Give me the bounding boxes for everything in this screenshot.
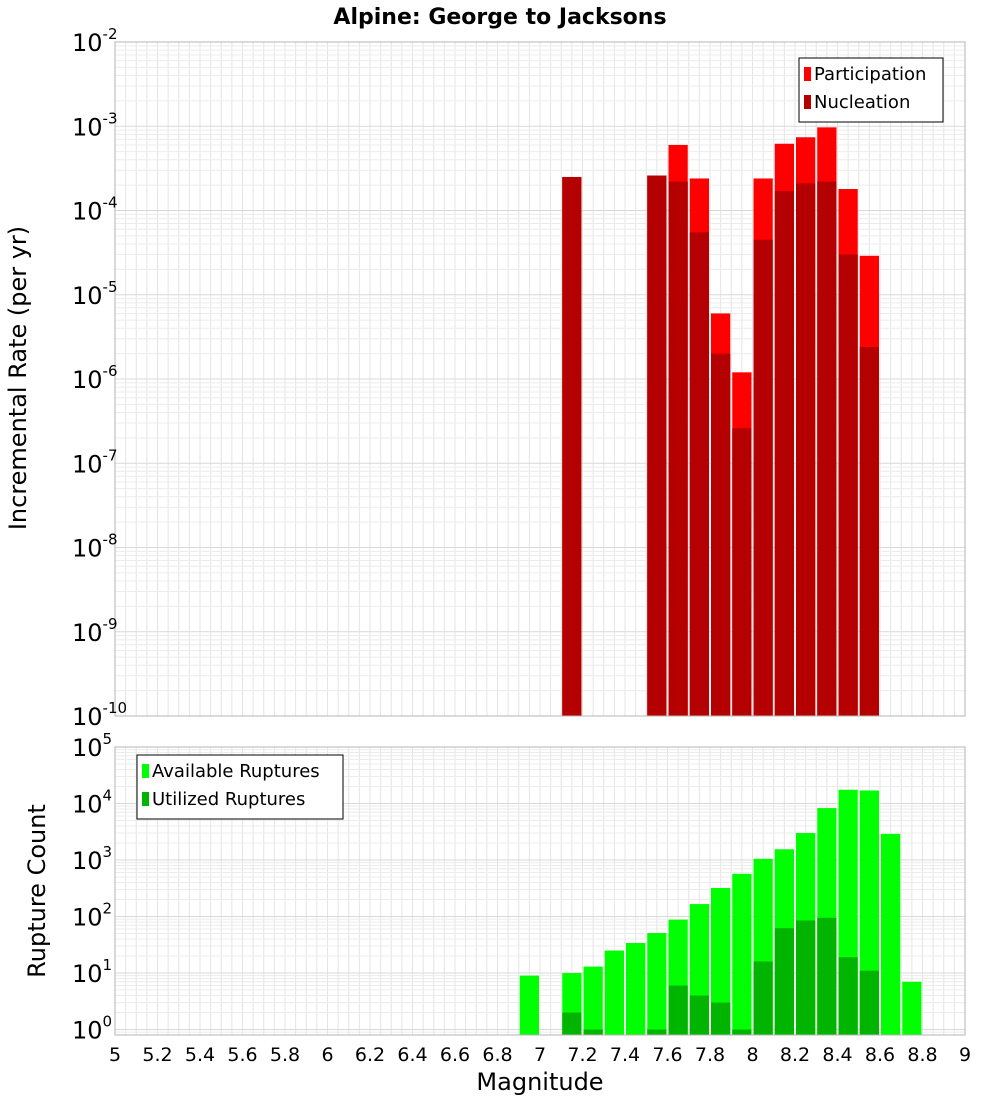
x-tick-label: 7.4 bbox=[610, 1044, 640, 1066]
bar-secondary bbox=[753, 239, 773, 716]
bar-primary bbox=[626, 942, 646, 1035]
bar-secondary bbox=[562, 1012, 582, 1035]
bar-secondary bbox=[817, 917, 837, 1035]
x-tick-labels: 5 5.2 5.4 5.6 5.8 6 6.2 6.4 6.6 6.8 7 7.2 7.4 7.6 7.8 8… bbox=[109, 1044, 971, 1066]
x-tick-label: 6 bbox=[321, 1044, 333, 1066]
y-tick-label: 10-8 bbox=[72, 531, 118, 563]
x-tick-label: 8 bbox=[746, 1044, 758, 1066]
bar-secondary bbox=[711, 1002, 731, 1035]
bar-secondary bbox=[668, 985, 688, 1035]
x-tick-label: 5.8 bbox=[270, 1044, 300, 1066]
y-tick-labels: 100 101 102 103 104 105 bbox=[72, 730, 112, 1045]
x-tick-label: 6.2 bbox=[355, 1044, 385, 1066]
x-tick-label: 8.6 bbox=[865, 1044, 895, 1066]
bar-secondary bbox=[562, 176, 582, 716]
bar-secondary bbox=[647, 1029, 667, 1035]
bar-primary bbox=[583, 966, 603, 1035]
y-tick-label: 10-4 bbox=[72, 194, 118, 226]
bars bbox=[562, 127, 879, 717]
y-tick-label: 10-9 bbox=[72, 615, 118, 647]
x-tick-label: 8.4 bbox=[822, 1044, 852, 1066]
bar-secondary bbox=[668, 181, 688, 717]
legend-swatch bbox=[804, 67, 811, 81]
y-tick-label: 100 bbox=[72, 1013, 112, 1045]
bar-primary bbox=[711, 887, 731, 1035]
x-tick-label: 5.4 bbox=[185, 1044, 215, 1066]
y-tick-label: 104 bbox=[72, 787, 112, 819]
legend-box bbox=[136, 754, 344, 820]
bars bbox=[519, 789, 922, 1035]
x-tick-label: 7.6 bbox=[652, 1044, 682, 1066]
top-y-axis-label: Incremental Rate (per yr) bbox=[4, 226, 32, 530]
bar-secondary bbox=[817, 181, 837, 717]
x-tick-label: 7 bbox=[534, 1044, 546, 1066]
legend-label: Utilized Ruptures bbox=[152, 789, 305, 810]
bar-secondary bbox=[838, 254, 858, 716]
y-tick-label: 102 bbox=[72, 900, 112, 932]
legend-label: Nucleation bbox=[814, 92, 910, 113]
x-axis-label: Magnitude bbox=[476, 1068, 603, 1096]
legend-swatch bbox=[142, 764, 149, 778]
bar-primary bbox=[604, 950, 624, 1035]
legend-label: Participation bbox=[814, 64, 926, 85]
bar-secondary bbox=[583, 1029, 603, 1035]
y-tick-label: 103 bbox=[72, 843, 112, 875]
chart-title: Alpine: George to Jacksons bbox=[333, 5, 666, 30]
plot-frame bbox=[114, 746, 966, 1036]
bar-secondary bbox=[753, 961, 773, 1035]
bar-secondary bbox=[689, 995, 709, 1035]
bar-primary bbox=[732, 873, 752, 1035]
x-tick-label: 8.8 bbox=[907, 1044, 937, 1066]
x-tick-label: 5 bbox=[109, 1044, 121, 1066]
legend: Participation Nucleation bbox=[798, 57, 944, 123]
y-tick-label: 10-3 bbox=[72, 109, 118, 141]
y-tick-label: 105 bbox=[72, 730, 112, 762]
x-tick-label: 9 bbox=[959, 1044, 971, 1066]
bar-secondary bbox=[859, 970, 879, 1035]
legend: Available Ruptures Utilized Ruptures bbox=[136, 754, 344, 820]
y-tick-label: 101 bbox=[72, 956, 112, 988]
legend-box bbox=[798, 57, 944, 123]
bottom-panel: 100 101 102 103 104 105 5 5.2 5.4 5.6 5.8 6 6.2 6.4 6.… bbox=[72, 730, 971, 1066]
bar-secondary bbox=[774, 191, 794, 717]
legend-label: Available Ruptures bbox=[152, 761, 320, 782]
y-tick-label: 10-6 bbox=[72, 362, 118, 394]
y-tick-labels: 10-10 10-9 10-8 10-7 10-6 10-5 10-4 10-3 10-2 bbox=[72, 25, 127, 731]
bar-secondary bbox=[838, 957, 858, 1035]
y-tick-label: 10-10 bbox=[72, 699, 127, 731]
legend-swatch bbox=[804, 95, 811, 109]
x-tick-label: 8.2 bbox=[780, 1044, 810, 1066]
x-tick-label: 6.6 bbox=[440, 1044, 470, 1066]
bar-secondary bbox=[689, 232, 709, 716]
bar-primary bbox=[881, 833, 901, 1035]
x-tick-label: 6.4 bbox=[397, 1044, 427, 1066]
y-tick-label: 10-5 bbox=[72, 278, 118, 310]
grid bbox=[114, 41, 966, 717]
x-tick-label: 7.2 bbox=[567, 1044, 597, 1066]
x-tick-label: 5.2 bbox=[142, 1044, 172, 1066]
x-tick-label: 6.8 bbox=[482, 1044, 512, 1066]
plot-frame bbox=[114, 41, 966, 717]
bar-secondary bbox=[732, 428, 752, 716]
bar-primary bbox=[647, 933, 667, 1035]
y-tick-label: 10-7 bbox=[72, 446, 118, 478]
bar-secondary bbox=[732, 1029, 752, 1035]
bar-primary bbox=[902, 981, 922, 1035]
bottom-y-axis-label: Rupture Count bbox=[23, 804, 51, 978]
top-panel: 10-10 10-9 10-8 10-7 10-6 10-5 10-4 10-3 10-2 Par… bbox=[72, 25, 966, 731]
legend-swatch bbox=[142, 792, 149, 806]
y-tick-label: 10-2 bbox=[72, 25, 118, 57]
bar-primary bbox=[519, 975, 539, 1035]
bar-secondary bbox=[711, 353, 731, 716]
x-tick-label: 5.6 bbox=[227, 1044, 257, 1066]
bar-secondary bbox=[796, 920, 816, 1035]
bar-secondary bbox=[796, 183, 816, 716]
x-tick-label: 7.8 bbox=[695, 1044, 725, 1066]
bar-secondary bbox=[774, 928, 794, 1035]
bar-secondary bbox=[859, 346, 879, 716]
bar-secondary bbox=[647, 175, 667, 716]
